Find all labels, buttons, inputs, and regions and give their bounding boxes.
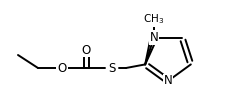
Text: N: N bbox=[164, 74, 172, 88]
Text: O: O bbox=[57, 62, 67, 74]
Text: S: S bbox=[108, 62, 116, 74]
Text: CH$_3$: CH$_3$ bbox=[143, 13, 164, 26]
Text: O: O bbox=[81, 44, 91, 57]
Text: N: N bbox=[150, 31, 158, 44]
